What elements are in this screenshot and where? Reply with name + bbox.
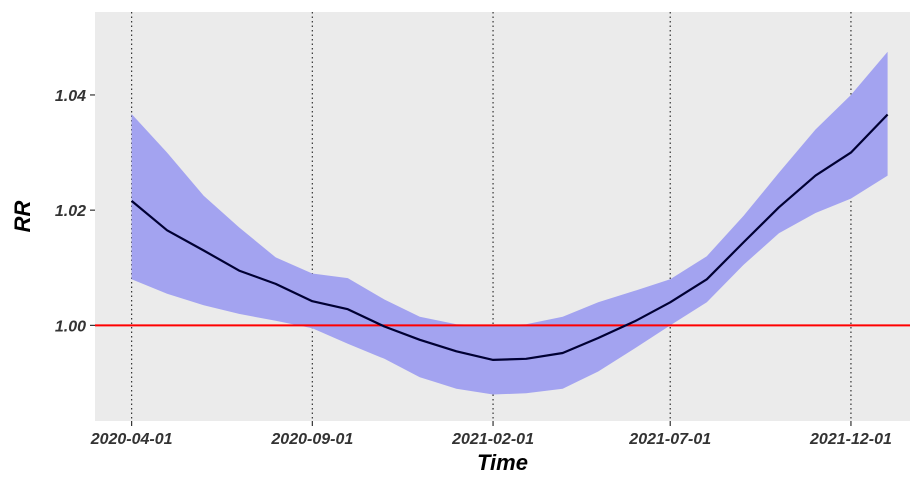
y-axis-ticks: 1.00 1.02 1.04 [55, 88, 95, 335]
x-tick-label: 2021-07-01 [628, 431, 711, 448]
y-tick-label: 1.02 [55, 203, 86, 220]
confidence-band [131, 51, 888, 395]
x-tick-label: 2020-09-01 [270, 431, 353, 448]
x-tick-label: 2021-02-01 [451, 431, 534, 448]
x-tick-label: 2020-04-01 [90, 431, 173, 448]
x-axis-title: Time [477, 450, 528, 475]
y-axis-title: RR [10, 201, 35, 233]
y-tick-label: 1.00 [55, 318, 86, 335]
grid-lines [131, 12, 852, 421]
y-tick-label: 1.04 [55, 88, 86, 105]
x-tick-label: 2021-12-01 [809, 431, 892, 448]
series-line [130, 113, 889, 361]
x-axis-ticks: 2020-04-01 2020-09-01 2021-02-01 2021-07-01… [90, 421, 892, 448]
